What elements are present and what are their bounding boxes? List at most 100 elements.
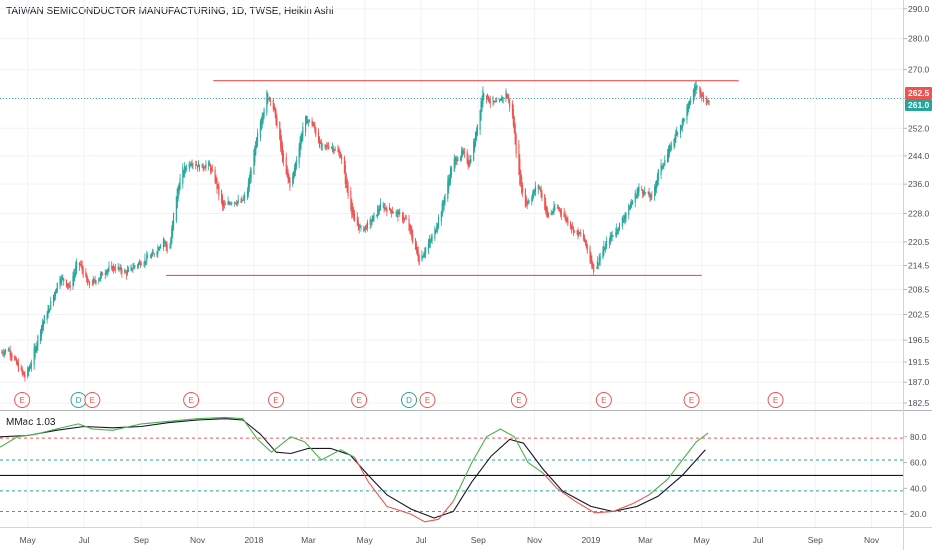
candle-body bbox=[234, 202, 236, 204]
candle-body bbox=[138, 261, 140, 265]
candle-body bbox=[467, 157, 469, 166]
candle-body bbox=[669, 149, 671, 151]
event-marker[interactable]: E bbox=[419, 392, 436, 408]
candle-body bbox=[29, 366, 32, 369]
candle-body bbox=[390, 209, 393, 214]
candle-body bbox=[360, 226, 362, 228]
event-circle bbox=[84, 392, 101, 408]
candle-body bbox=[334, 149, 336, 151]
candle-body bbox=[214, 169, 216, 183]
candle-body bbox=[15, 358, 17, 360]
candle-body bbox=[450, 168, 452, 181]
indicator-line bbox=[648, 432, 709, 496]
event-marker[interactable]: D bbox=[70, 392, 87, 408]
candle-body bbox=[202, 165, 204, 169]
candle-body bbox=[358, 224, 360, 231]
candle-body bbox=[253, 150, 255, 175]
event-label: E bbox=[516, 396, 521, 405]
candle-body bbox=[546, 209, 549, 217]
candle-body bbox=[209, 163, 211, 167]
candle-body bbox=[137, 265, 139, 267]
candle-body bbox=[16, 361, 19, 365]
candle-body bbox=[165, 242, 167, 248]
candle-body bbox=[94, 280, 96, 282]
candle-body bbox=[54, 291, 56, 297]
candle-body bbox=[414, 238, 417, 250]
candle-body bbox=[621, 217, 623, 227]
candle-body bbox=[197, 163, 200, 167]
candle-body bbox=[405, 218, 407, 220]
candle-body bbox=[397, 212, 399, 218]
event-marker[interactable]: E bbox=[14, 392, 31, 408]
candle-body bbox=[321, 145, 323, 146]
candle-body bbox=[448, 178, 450, 190]
candle-body bbox=[526, 201, 528, 205]
candle-body bbox=[240, 201, 242, 203]
candle-body bbox=[667, 153, 669, 163]
candle-body bbox=[21, 368, 23, 373]
candle-body bbox=[28, 366, 31, 371]
candle-body bbox=[383, 206, 385, 210]
candle-body bbox=[230, 203, 232, 204]
candle-body bbox=[279, 122, 281, 140]
candle-body bbox=[558, 207, 560, 210]
event-marker[interactable]: D bbox=[401, 392, 418, 408]
candle-body bbox=[564, 214, 566, 217]
candle-body bbox=[217, 184, 219, 188]
time-tick-label: Nov bbox=[864, 535, 880, 545]
candle-body bbox=[409, 224, 411, 230]
event-marker[interactable]: E bbox=[183, 392, 200, 408]
candle-body bbox=[298, 147, 300, 164]
event-marker[interactable]: E bbox=[268, 392, 285, 408]
candle-body bbox=[40, 325, 43, 336]
candle-body bbox=[210, 168, 212, 170]
candle-body bbox=[20, 366, 22, 370]
event-marker[interactable]: E bbox=[767, 392, 784, 408]
event-circle bbox=[767, 392, 784, 408]
candle-body bbox=[631, 200, 634, 205]
candle-body bbox=[338, 150, 340, 153]
price-tick-label: 220.5 bbox=[908, 237, 930, 247]
candle-body bbox=[184, 165, 186, 174]
candle-body bbox=[642, 191, 645, 195]
candle-body bbox=[327, 145, 329, 148]
price-tick-label: 187.0 bbox=[908, 377, 930, 387]
event-marker[interactable]: E bbox=[683, 392, 700, 408]
event-marker[interactable]: E bbox=[510, 392, 527, 408]
event-marker[interactable]: E bbox=[595, 392, 612, 408]
candle-body bbox=[571, 226, 574, 228]
candle-body bbox=[215, 176, 217, 182]
candle-body bbox=[496, 101, 498, 103]
candle-body bbox=[195, 164, 197, 166]
indicator-tick-label: 60.0 bbox=[910, 458, 927, 468]
candle-body bbox=[345, 174, 347, 185]
event-marker[interactable]: E bbox=[84, 392, 101, 408]
candle-body bbox=[605, 243, 607, 250]
price-tick-label: 280.0 bbox=[908, 34, 930, 44]
candle-body bbox=[657, 169, 659, 181]
candle-body bbox=[522, 184, 524, 193]
candle-body bbox=[654, 187, 656, 196]
candle-body bbox=[512, 109, 514, 126]
candle-body bbox=[708, 100, 710, 103]
candle-body bbox=[40, 330, 42, 342]
candle-body bbox=[544, 194, 546, 210]
candle-body bbox=[62, 277, 64, 279]
candle-body bbox=[113, 266, 115, 269]
trendlines bbox=[0, 80, 903, 277]
event-marker[interactable]: E bbox=[351, 392, 368, 408]
candle-body bbox=[404, 218, 406, 220]
candle-body bbox=[100, 273, 102, 280]
candle-body bbox=[702, 95, 704, 96]
candle-body bbox=[444, 194, 446, 204]
candle-body bbox=[341, 156, 343, 160]
candle-body bbox=[577, 230, 579, 237]
candle-body bbox=[344, 165, 346, 184]
candle-body bbox=[301, 133, 303, 142]
candle-body bbox=[622, 218, 624, 223]
price-tick-label: 208.5 bbox=[908, 285, 930, 295]
candle-body bbox=[366, 226, 368, 229]
candle-body bbox=[289, 178, 291, 188]
candle-body bbox=[469, 159, 471, 165]
